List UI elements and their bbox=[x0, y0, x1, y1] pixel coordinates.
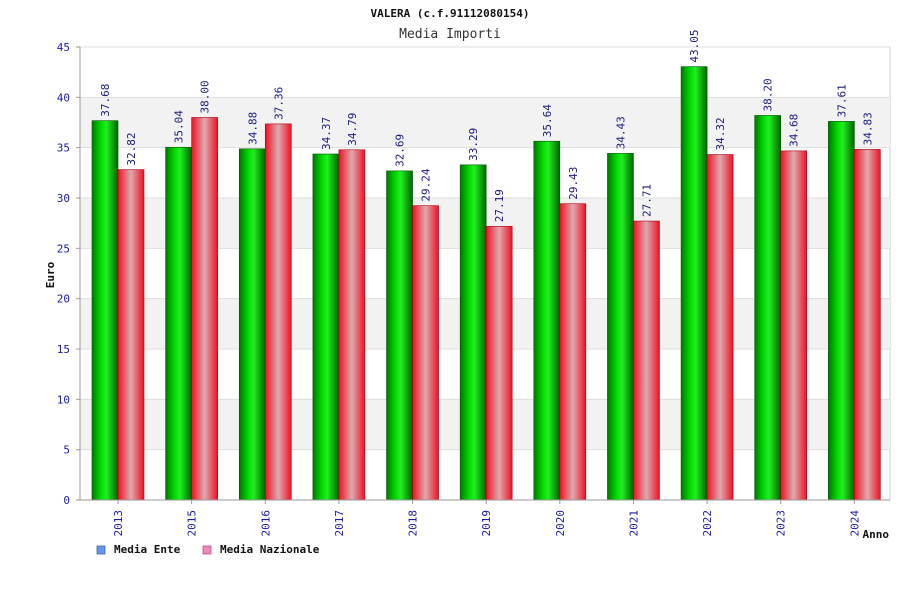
x-tick-label: 2022 bbox=[701, 510, 714, 537]
value-label: 37.61 bbox=[835, 84, 848, 117]
x-tick-label: 2019 bbox=[480, 510, 493, 537]
bar-media-ente-2022 bbox=[680, 66, 708, 501]
bar-media-nazionale-2024 bbox=[854, 149, 881, 501]
bar-media-ente-2018 bbox=[386, 170, 413, 501]
bar-media-ente-2021 bbox=[607, 153, 634, 501]
y-tick-label: 25 bbox=[57, 242, 70, 255]
value-label: 34.88 bbox=[246, 112, 259, 145]
x-tick-label: 2015 bbox=[186, 510, 199, 537]
y-tick-label: 0 bbox=[63, 494, 70, 507]
legend-swatch-media-ente bbox=[96, 545, 106, 555]
bar-media-nazionale-2018 bbox=[412, 205, 439, 501]
value-label: 35.64 bbox=[541, 104, 554, 137]
bar-media-nazionale-2022 bbox=[706, 154, 734, 501]
x-axis-ticks: 2013 2015 2016 2017 2018 2019 2020 2021 2022 2023… bbox=[112, 500, 861, 537]
value-label: 34.79 bbox=[346, 113, 359, 146]
x-tick-label: 2013 bbox=[112, 510, 125, 537]
bar-media-ente-2019 bbox=[459, 164, 487, 501]
value-label: 34.43 bbox=[614, 116, 627, 149]
bar-media-ente-2013 bbox=[91, 120, 119, 501]
legend-label-media-ente: Media Ente bbox=[114, 543, 181, 556]
value-label: 37.68 bbox=[99, 84, 112, 117]
legend-label-media-nazionale: Media Nazionale bbox=[220, 543, 320, 556]
y-tick-label: 5 bbox=[63, 444, 70, 457]
bar-media-nazionale-2017 bbox=[338, 149, 366, 501]
x-tick-label: 2021 bbox=[627, 510, 640, 537]
bar-media-nazionale-2021 bbox=[633, 220, 660, 501]
value-label: 34.83 bbox=[861, 112, 874, 145]
x-axis-label: Anno bbox=[863, 528, 890, 541]
x-tick-label: 2017 bbox=[333, 510, 346, 537]
bar-media-ente-2020 bbox=[533, 140, 561, 501]
chart-title: VALERA (c.f.91112080154) bbox=[371, 7, 530, 20]
bar-media-nazionale-2015 bbox=[191, 117, 218, 501]
value-label: 32.69 bbox=[394, 134, 407, 167]
y-tick-label: 40 bbox=[57, 91, 70, 104]
bar-media-ente-2017 bbox=[312, 153, 340, 501]
legend-swatch-media-nazionale bbox=[202, 545, 212, 555]
x-tick-label: 2018 bbox=[407, 510, 420, 537]
value-label: 37.36 bbox=[272, 87, 285, 120]
bar-media-nazionale-2016 bbox=[264, 123, 292, 501]
chart-subtitle: Media Importi bbox=[399, 27, 501, 42]
value-label: 27.19 bbox=[493, 189, 506, 222]
value-label: 34.32 bbox=[714, 117, 727, 150]
x-tick-label: 2020 bbox=[554, 510, 567, 537]
value-label: 27.71 bbox=[640, 184, 653, 217]
value-label: 38.20 bbox=[762, 78, 775, 111]
bar-media-nazionale-2013 bbox=[117, 169, 145, 501]
value-label: 43.05 bbox=[688, 30, 701, 63]
x-tick-label: 2023 bbox=[775, 510, 788, 537]
value-label: 29.24 bbox=[420, 168, 433, 201]
y-tick-label: 10 bbox=[57, 393, 70, 406]
y-tick-label: 15 bbox=[57, 343, 70, 356]
value-label: 33.29 bbox=[467, 128, 480, 161]
y-tick-label: 45 bbox=[57, 41, 70, 54]
bar-media-nazionale-2019 bbox=[485, 225, 513, 501]
bar-media-ente-2023 bbox=[754, 115, 782, 501]
bar-media-ente-2015 bbox=[165, 146, 192, 501]
value-labels: 37.68 32.82 35.04 38.00 34.88 37.36 34.37 34.79… bbox=[99, 30, 874, 223]
y-tick-label: 30 bbox=[57, 192, 70, 205]
value-label: 38.00 bbox=[199, 80, 212, 113]
y-axis-label: Euro bbox=[44, 261, 57, 288]
bar-media-nazionale-2023 bbox=[780, 150, 808, 501]
x-tick-label: 2016 bbox=[259, 510, 272, 537]
bar-media-ente-2016 bbox=[238, 148, 266, 501]
value-label: 35.04 bbox=[173, 110, 186, 143]
value-label: 34.37 bbox=[320, 117, 333, 150]
value-label: 29.43 bbox=[567, 167, 580, 200]
legend: Media Ente Media Nazionale bbox=[96, 543, 320, 556]
y-tick-label: 35 bbox=[57, 142, 70, 155]
bar-media-ente-2024 bbox=[828, 121, 855, 501]
y-axis-ticks: 0 5 10 15 20 25 30 35 40 45 bbox=[57, 41, 80, 507]
value-label: 32.82 bbox=[125, 132, 138, 165]
x-tick-label: 2024 bbox=[848, 510, 861, 537]
value-label: 34.68 bbox=[788, 114, 801, 147]
bars bbox=[91, 66, 881, 501]
bar-media-nazionale-2020 bbox=[559, 203, 587, 501]
y-tick-label: 20 bbox=[57, 293, 70, 306]
